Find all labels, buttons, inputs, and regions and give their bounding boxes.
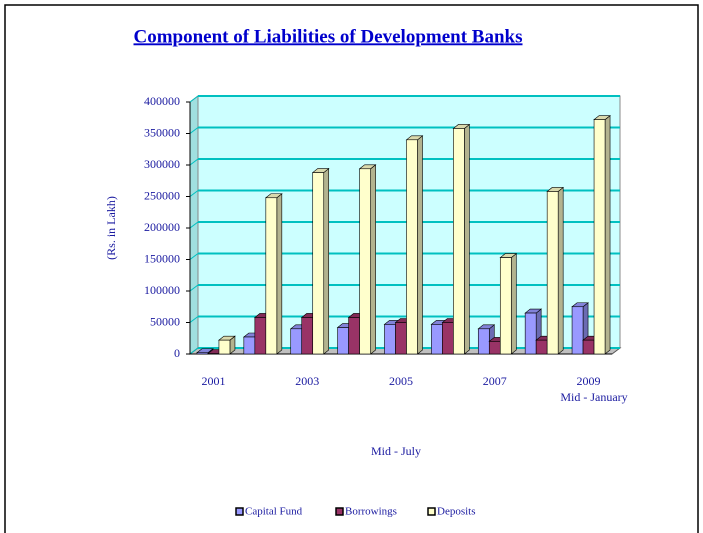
legend-swatch [235, 507, 244, 516]
bar [290, 328, 303, 355]
bar [406, 139, 418, 355]
bar [524, 312, 537, 355]
bar [593, 119, 606, 355]
bar [488, 341, 501, 355]
x-tick-label: 2007 [483, 374, 507, 388]
bar-side [276, 193, 283, 355]
bar [243, 336, 256, 355]
bar-side [417, 135, 423, 355]
bar [348, 317, 360, 355]
legend-label: Deposits [437, 506, 476, 518]
bar [196, 352, 209, 355]
bar [546, 191, 559, 355]
y-tick-label: 400000 [144, 94, 180, 108]
y-axis-title: (Rs. in Lakh) [104, 196, 118, 260]
legend-swatch [335, 507, 344, 516]
legend-swatch [427, 507, 436, 516]
bar [218, 339, 231, 355]
legend-label: Capital Fund [245, 506, 303, 518]
legend-label: Borrowings [345, 506, 397, 518]
y-tick-label: 150000 [144, 251, 180, 265]
grid-line-side [189, 158, 199, 166]
x-tick-label: 2001 [201, 374, 225, 388]
grid-line-side [189, 95, 199, 103]
bar-side [464, 123, 470, 355]
bar [442, 322, 454, 355]
bar-side [370, 164, 376, 355]
x-tick-label: 2009 [577, 374, 601, 388]
y-tick-label: 0 [174, 346, 180, 360]
grid-line-side [189, 221, 199, 229]
grid-line-side [189, 253, 199, 260]
bar [571, 306, 584, 355]
grid-line-side [189, 127, 199, 134]
grid-line-side [189, 347, 199, 355]
bar [301, 317, 314, 355]
x-tick-label: 2005 [389, 374, 413, 388]
grid-line-side [189, 316, 199, 323]
bar [395, 322, 407, 355]
y-tick-label: 350000 [144, 125, 180, 139]
y-tick-label: 100000 [144, 283, 180, 297]
bar [499, 257, 512, 355]
bar [359, 168, 371, 355]
chart-title: Component of Liabilities of Development … [134, 26, 523, 47]
bar [431, 324, 443, 355]
grid-line-side [189, 284, 199, 292]
bar [254, 317, 267, 355]
annotation: Mid - January [560, 390, 627, 404]
y-tick-label: 50000 [150, 314, 180, 328]
bar [337, 327, 349, 355]
bar [384, 324, 396, 355]
y-tick-label: 200000 [144, 220, 180, 234]
x-tick-label: 2003 [295, 374, 319, 388]
bar-side [510, 252, 517, 355]
bar [535, 339, 548, 355]
grid-line-side [189, 190, 199, 197]
x-axis-title: Mid - July [371, 444, 421, 458]
bar [477, 328, 490, 355]
bar-side [323, 167, 330, 355]
bar [265, 197, 278, 355]
bar-side [557, 186, 564, 355]
bar-side [604, 115, 611, 355]
y-tick-label: 250000 [144, 188, 180, 202]
bar [453, 128, 465, 355]
y-tick-label: 300000 [144, 157, 180, 171]
bar [582, 339, 595, 355]
bar [312, 172, 325, 355]
